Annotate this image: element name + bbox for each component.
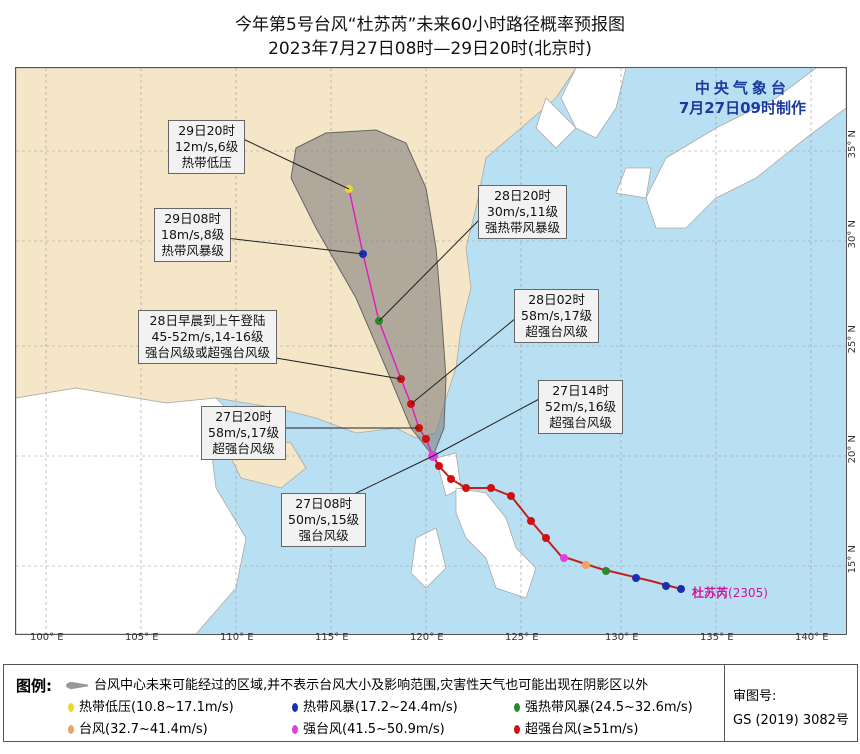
forecast-label: 28日早晨到上午登陆 45-52m/s,14-16级 强台风级或超强台风级 (138, 310, 278, 364)
legend-item: 强台风(41.5~50.9m/s) (292, 718, 445, 737)
forecast-label: 27日14时 52m/s,16级 超强台风级 (538, 380, 624, 434)
forecast-label: 27日08时 50m/s,15级 强台风级 (281, 493, 367, 547)
neighbor-land (16, 68, 846, 634)
review-code: GS (2019) 3082号 (733, 713, 849, 728)
legend-item: 热带风暴(17.2~24.4m/s) (292, 696, 458, 715)
track-points (345, 185, 685, 593)
forecast-label: 28日02时 58m/s,17级 超强台风级 (514, 289, 600, 343)
map-subtitle: 2023年7月27日08时—29日20时(北京时) (268, 39, 592, 59)
forecast-label: 28日20时 30m/s,11级 强热带风暴级 (478, 185, 568, 239)
lat-tick: 15° N (847, 545, 858, 574)
made-time: 7月27日09时制作 (678, 99, 806, 117)
legend-heading: 图例: (16, 677, 52, 695)
legend-item: 强热带风暴(24.5~32.6m/s) (514, 696, 693, 715)
legend: 图例: 台风中心未来可能经过的区域,并不表示台风大小及影响范围,灾害性天气也可能… (3, 664, 858, 742)
typhoon-dot-icon (514, 725, 520, 734)
cone-icon (66, 681, 88, 690)
lon-tick: 140° E (795, 632, 829, 643)
typhoon-dot-icon (68, 725, 74, 734)
map-title: 今年第5号台风“杜苏芮”未来60小时路径概率预报图 (234, 15, 626, 35)
lon-tick: 135° E (700, 632, 734, 643)
forecast-label: 29日08时 18m/s,8级 热带风暴级 (154, 208, 232, 262)
lon-tick: 130° E (605, 632, 639, 643)
typhoon-dot-icon (68, 703, 74, 712)
lat-tick: 20° N (847, 435, 858, 464)
lon-tick: 125° E (505, 632, 539, 643)
review-label: 审图号: (733, 689, 777, 704)
legend-item: 超强台风(≥51m/s) (514, 718, 638, 737)
forecast-label: 27日20时 58m/s,17级 超强台风级 (201, 406, 287, 460)
typhoon-track-map: 中央气象台 7月27日09时制作 29日20时 12m/s,6级 热带低压 29日08… (15, 67, 847, 635)
agency-name: 中央气象台 (694, 79, 790, 97)
lon-tick: 100° E (30, 632, 64, 643)
typhoon-dot-icon (292, 703, 298, 712)
legend-item: 台风(32.7~41.4m/s) (68, 718, 208, 737)
lat-tick: 30° N (847, 220, 858, 249)
lon-tick: 105° E (125, 632, 159, 643)
lat-tick: 25° N (847, 325, 858, 354)
lon-tick: 120° E (410, 632, 444, 643)
forecast-label: 29日20时 12m/s,6级 热带低压 (168, 120, 246, 174)
legend-item: 热带低压(10.8~17.1m/s) (68, 696, 234, 715)
review-number: 审图号: GS (2019) 3082号 (724, 665, 858, 741)
typhoon-name: 杜苏芮(2305) (692, 586, 768, 600)
lon-tick: 115° E (315, 632, 349, 643)
label-leaders (225, 137, 542, 499)
lon-tick: 110° E (220, 632, 254, 643)
agency-stamp: 中央气象台 7月27日09时制作 (679, 78, 806, 118)
typhoon-dot-icon (514, 703, 520, 712)
typhoon-dot-icon (292, 725, 298, 734)
legend-cone: 台风中心未来可能经过的区域,并不表示台风大小及影响范围,灾害性天气也可能出现在阴… (66, 674, 648, 693)
probability-cone (290, 129, 447, 457)
lat-tick: 35° N (847, 130, 858, 159)
